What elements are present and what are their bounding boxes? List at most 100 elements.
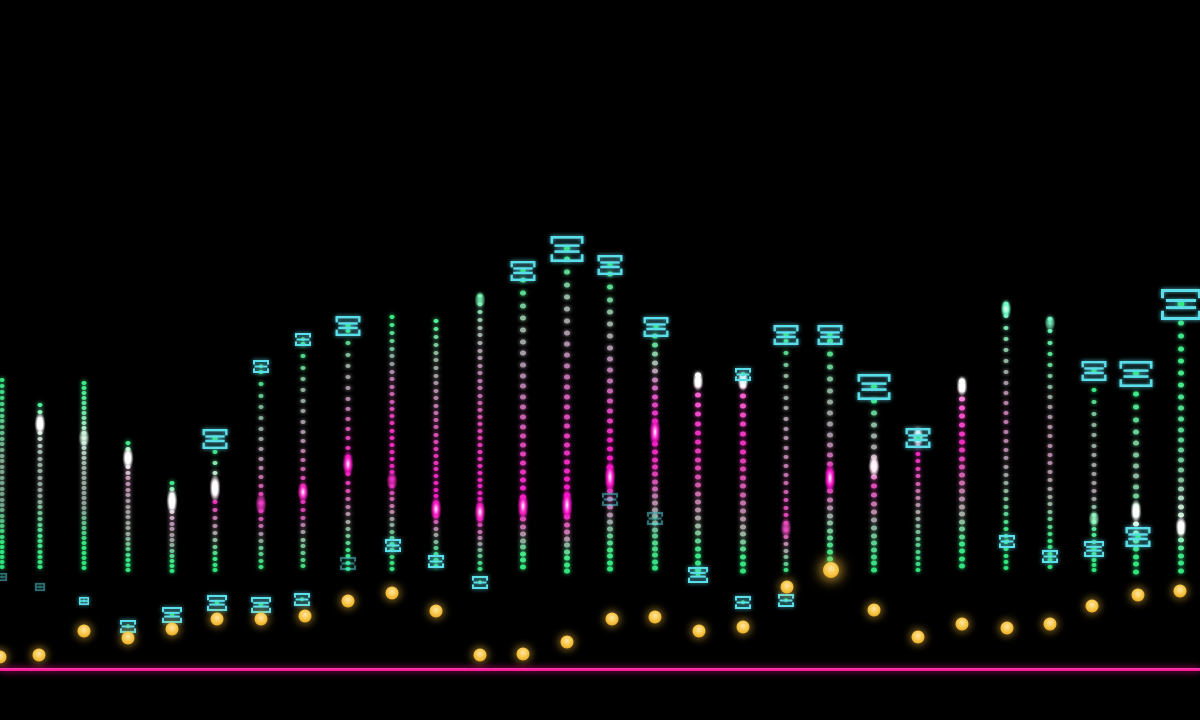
- column-dot: [959, 526, 965, 532]
- column-dot: [783, 541, 789, 547]
- column-dot: [433, 365, 439, 371]
- column-dot: [959, 480, 965, 486]
- column-dot: [389, 391, 395, 397]
- column-dot: [477, 325, 483, 331]
- column-dot: [520, 524, 526, 530]
- peak-hold-marker-icon: [295, 331, 311, 350]
- column-dot: [0, 458, 5, 464]
- column-dot: [871, 501, 877, 507]
- column-dot: [652, 493, 658, 499]
- column-dot: [915, 549, 921, 555]
- column-dot: [258, 393, 264, 399]
- column-dot: [564, 555, 570, 561]
- column-dot: [125, 541, 131, 547]
- column-dot: [564, 433, 570, 439]
- column-dot: [345, 435, 351, 441]
- column-dot: [37, 564, 43, 570]
- column-dot: [652, 559, 658, 565]
- column-dot: [607, 367, 613, 373]
- column-dot: [652, 486, 658, 492]
- column-dot: [564, 363, 570, 369]
- column-dot: [1178, 447, 1184, 453]
- column-dot: [0, 564, 5, 570]
- column-dot: [652, 351, 658, 357]
- bouncing-ball: [165, 622, 179, 636]
- column-dot: [1047, 551, 1053, 557]
- column-dot: [607, 553, 613, 559]
- peak-hold-marker-icon: [253, 358, 269, 377]
- column-dot: [607, 418, 613, 424]
- bouncing-ball: [32, 648, 46, 662]
- column-dot: [37, 543, 43, 549]
- column-dot: [433, 403, 439, 409]
- column-dot: [0, 377, 5, 383]
- column-dot: [915, 466, 921, 472]
- column-dot: [607, 321, 613, 327]
- column-dot: [0, 549, 5, 555]
- column-dot: [258, 564, 264, 570]
- column-dot: [871, 509, 877, 515]
- column-dot: [1047, 494, 1053, 500]
- column-dot: [81, 560, 87, 566]
- column-dot: [915, 555, 921, 561]
- column-dot: [389, 406, 395, 412]
- column-dot: [740, 568, 746, 574]
- column-dot: [607, 533, 613, 539]
- column-dot: [564, 414, 570, 420]
- column-dot: [1047, 404, 1053, 410]
- column-dot: [345, 496, 351, 502]
- column-dot: [389, 449, 395, 455]
- column-dot: [695, 491, 701, 497]
- column-dot: [477, 340, 483, 346]
- column-dot: [0, 424, 5, 430]
- peak-hold-marker-icon: [778, 592, 794, 611]
- column-dot: [37, 522, 43, 528]
- column-dot: [652, 449, 658, 455]
- column-dot: [1091, 422, 1097, 428]
- column-dot: [783, 454, 789, 460]
- column-dot: [564, 256, 570, 262]
- column-dot: [389, 516, 395, 522]
- column-dot: [345, 340, 351, 346]
- column-dot: [389, 420, 395, 426]
- column-dot: [345, 488, 351, 494]
- column-dot: [1091, 399, 1097, 405]
- column-dot: [1003, 546, 1009, 552]
- peak-hold-marker-icon: [335, 316, 361, 340]
- column-dot: [345, 547, 351, 553]
- column-dot: [915, 523, 921, 529]
- column-dot: [1003, 400, 1009, 406]
- column-dot: [81, 540, 87, 546]
- column-dot: [37, 527, 43, 533]
- column-dot: [433, 460, 439, 466]
- column-dot: [125, 536, 131, 542]
- column-dot: [564, 394, 570, 400]
- column-dot: [0, 534, 5, 540]
- column-dot: [959, 464, 965, 470]
- column-dot: [564, 468, 570, 474]
- column-dot: [520, 394, 526, 400]
- column-dot: [1003, 429, 1009, 435]
- column-dot: [783, 384, 789, 390]
- column-dot: [258, 483, 264, 489]
- column-dot: [0, 383, 5, 389]
- column-dot: [1091, 480, 1097, 486]
- column-dot: [125, 509, 131, 515]
- bouncing-ball: [516, 647, 530, 661]
- column-dot: [740, 546, 746, 552]
- column-dot: [520, 564, 526, 570]
- column-dot: [81, 470, 87, 476]
- peak-hold-marker-icon: [550, 236, 584, 266]
- column-dot: [433, 545, 439, 551]
- column-dot: [1003, 369, 1009, 375]
- column-dot: [607, 388, 613, 394]
- column-dot: [520, 460, 526, 466]
- column-dot: [783, 373, 789, 379]
- column-dot: [37, 493, 43, 499]
- column-dot: [37, 475, 43, 481]
- column-dot: [345, 416, 351, 422]
- column-dot: [1003, 410, 1009, 416]
- column-dot: [37, 516, 43, 522]
- column-dot: [125, 498, 131, 504]
- column-dot: [564, 294, 570, 300]
